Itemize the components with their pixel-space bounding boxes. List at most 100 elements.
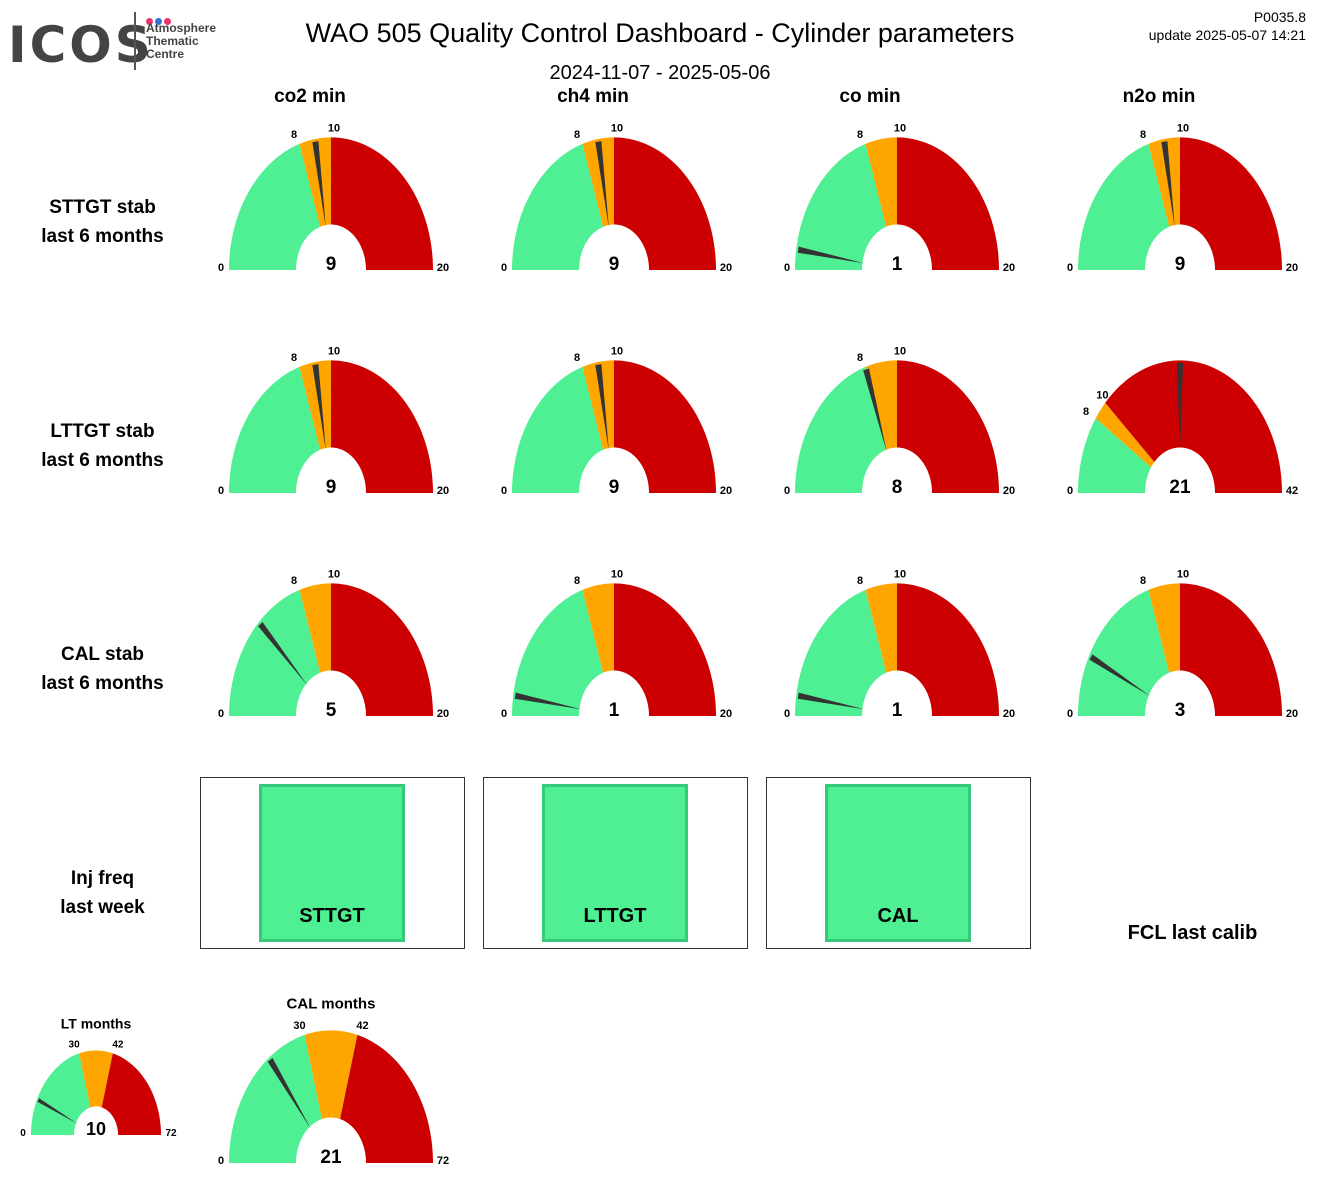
column-header-co: co min xyxy=(839,86,901,107)
gauge-band-red xyxy=(331,360,433,493)
gauge-band-orange xyxy=(865,137,897,227)
gauge-max-label: 20 xyxy=(1003,708,1015,720)
logo-sub-line-1: Atmosphere xyxy=(146,21,217,35)
column-header-ch4: ch4 min xyxy=(557,86,629,107)
gauge-value-label: 9 xyxy=(609,477,620,498)
gauge-needle xyxy=(863,368,887,452)
gauge-needle xyxy=(267,1058,311,1129)
gauge-value-label: 3 xyxy=(1175,700,1186,721)
gauge-needle xyxy=(312,141,326,228)
gauge-threshold-label: 8 xyxy=(291,575,297,587)
logo-sub-line-2: Thematic xyxy=(146,34,199,48)
gauge-value-label: 1 xyxy=(609,700,620,721)
column-header-n2o: n2o min xyxy=(1122,86,1196,107)
gauge-threshold-label: 10 xyxy=(1177,568,1189,580)
gauge-max-label: 20 xyxy=(1003,262,1015,274)
gauge-needle xyxy=(595,364,609,451)
gauge: 0 20 8 10 9 xyxy=(501,122,732,275)
gauge-max-label: 20 xyxy=(720,708,732,720)
gauge-threshold-label: 10 xyxy=(611,122,623,134)
gauge-band-green xyxy=(229,589,321,716)
update-info: P0035.8 update 2025-05-07 14:21 xyxy=(1149,8,1306,44)
gauge-threshold-label: 10 xyxy=(611,345,623,357)
gauge-band-orange xyxy=(304,1030,358,1120)
gauge-band-orange xyxy=(299,583,331,673)
gauge-needle xyxy=(1161,141,1175,228)
gauge: 0 20 8 10 9 xyxy=(1067,122,1298,275)
gauge-needle xyxy=(797,692,865,710)
gauge-value-label: 9 xyxy=(326,477,337,498)
gauge-max-label: 20 xyxy=(437,708,449,720)
gauge-threshold-label: 10 xyxy=(611,568,623,580)
gauge-band-orange xyxy=(1148,583,1180,673)
gauge-band-green xyxy=(31,1053,91,1135)
gauge: 0 20 8 10 1 xyxy=(784,122,1015,275)
version-code: P0035.8 xyxy=(1253,9,1306,25)
gauge-band-red xyxy=(897,137,999,270)
gauge-threshold-label: 8 xyxy=(574,352,580,364)
gauge-threshold-label: 8 xyxy=(857,575,863,587)
gauge: 0 20 8 10 3 xyxy=(1067,568,1298,721)
gauge-max-label: 72 xyxy=(437,1155,449,1167)
gauge-band-orange xyxy=(865,583,897,673)
row-label-line-1: CAL stab xyxy=(60,644,145,665)
gauge: 0 72 30 42 21 CAL months xyxy=(218,995,449,1168)
gauge: 0 20 8 10 8 xyxy=(784,345,1015,498)
gauge-band-red xyxy=(340,1034,433,1163)
gauge-band-green xyxy=(229,143,321,270)
row-label-inj-freq: Inj freq last week xyxy=(0,864,205,922)
gauge-threshold-label: 10 xyxy=(328,568,340,580)
inj-freq-label: CAL xyxy=(877,905,919,927)
gauge-min-label: 0 xyxy=(784,485,790,497)
update-timestamp: update 2025-05-07 14:21 xyxy=(1148,27,1306,43)
row-label-lttgt: LTTGT stab last 6 months xyxy=(0,417,205,475)
gauge-band-red xyxy=(331,137,433,270)
gauge-band-red xyxy=(1180,583,1282,716)
gauge-needle xyxy=(312,364,326,451)
row-label-line-1: LTTGT stab xyxy=(50,421,155,442)
gauge: 0 20 8 10 9 xyxy=(501,345,732,498)
gauge-band-green xyxy=(795,589,887,716)
gauge-threshold-label: 8 xyxy=(1140,575,1146,587)
gauge-max-label: 20 xyxy=(437,485,449,497)
gauge: 0 72 30 42 10 LT months xyxy=(20,1016,177,1140)
inj-freq-status-sttgt: STTGT xyxy=(259,784,405,942)
gauge-threshold-label: 10 xyxy=(894,568,906,580)
gauge-needle xyxy=(37,1098,78,1124)
gauge-value-label: 21 xyxy=(1169,477,1191,498)
gauge-band-green xyxy=(1078,589,1170,716)
gauge-min-label: 0 xyxy=(1067,262,1073,274)
gauge-band-green xyxy=(512,143,604,270)
gauge-title: CAL months xyxy=(287,995,376,1012)
inj-freq-label: STTGT xyxy=(299,905,365,927)
gauge-threshold-label: 10 xyxy=(894,122,906,134)
gauge-band-red xyxy=(1105,360,1282,493)
inj-freq-panel-cal: CAL xyxy=(766,777,1031,949)
gauge-threshold-label: 10 xyxy=(328,122,340,134)
gauge-threshold-label: 8 xyxy=(574,575,580,587)
gauge-threshold-label: 30 xyxy=(69,1040,81,1051)
gauge-needle xyxy=(1176,363,1184,450)
gauge-min-label: 0 xyxy=(218,485,224,497)
gauge-value-label: 10 xyxy=(86,1119,106,1139)
gauge-min-label: 0 xyxy=(1067,485,1073,497)
logo-dot-1 xyxy=(146,18,153,25)
gauge-threshold-label: 42 xyxy=(112,1040,124,1051)
gauge: 0 20 8 10 5 xyxy=(218,568,449,721)
gauge-band-orange xyxy=(1095,402,1155,468)
gauge-needle xyxy=(595,141,609,228)
row-label-cal: CAL stab last 6 months xyxy=(0,640,205,698)
gauge: 0 20 8 10 1 xyxy=(784,568,1015,721)
icos-logo: ICOS Atmosphere Thematic Centre xyxy=(8,10,228,74)
gauge-max-label: 20 xyxy=(1003,485,1015,497)
gauge-band-green xyxy=(512,366,604,493)
gauge-needle xyxy=(1089,654,1151,697)
gauge-band-green xyxy=(512,589,604,716)
gauge-band-red xyxy=(897,583,999,716)
inj-freq-label: LTTGT xyxy=(583,905,647,927)
gauge-value-label: 9 xyxy=(326,254,337,275)
gauge-threshold-label: 8 xyxy=(857,352,863,364)
gauge-min-label: 0 xyxy=(20,1128,26,1139)
column-header-co2: co2 min xyxy=(274,86,346,107)
gauge-band-red xyxy=(897,360,999,493)
